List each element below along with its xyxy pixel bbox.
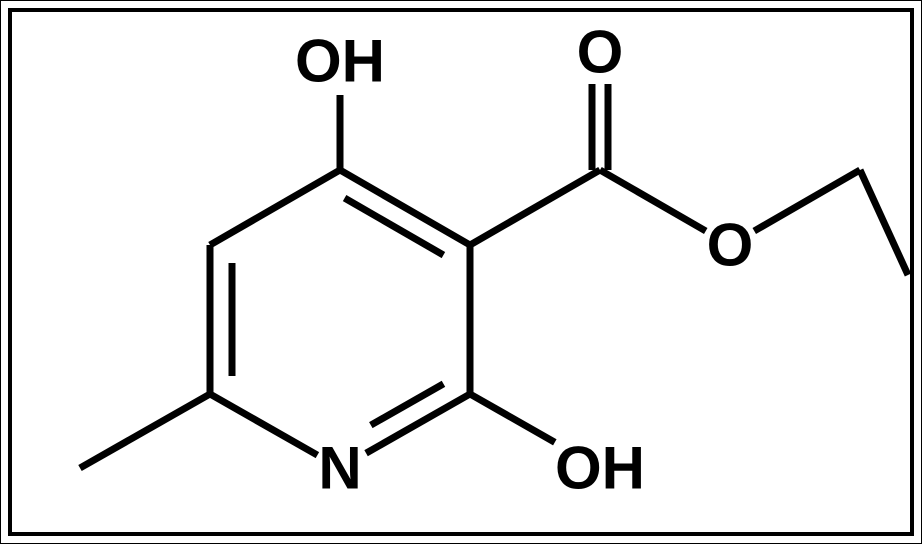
bond bbox=[366, 394, 470, 453]
atom-label-o2: OH bbox=[555, 435, 645, 502]
bond bbox=[470, 394, 555, 442]
bond bbox=[600, 170, 706, 231]
bond bbox=[80, 394, 210, 468]
inner-frame bbox=[10, 10, 912, 534]
atom-label-o8: O bbox=[577, 19, 624, 86]
bond bbox=[754, 170, 860, 231]
bond bbox=[470, 170, 600, 245]
outer-frame bbox=[1, 1, 922, 544]
bond bbox=[210, 394, 317, 455]
atom-label-n: N bbox=[318, 435, 361, 502]
atom-label-o9: O bbox=[707, 212, 754, 279]
bond bbox=[860, 170, 908, 275]
bond bbox=[345, 198, 444, 255]
bond bbox=[210, 170, 340, 245]
molecule-diagram: N OH OH O O bbox=[0, 0, 922, 544]
atom-label-o4: OH bbox=[295, 28, 385, 95]
